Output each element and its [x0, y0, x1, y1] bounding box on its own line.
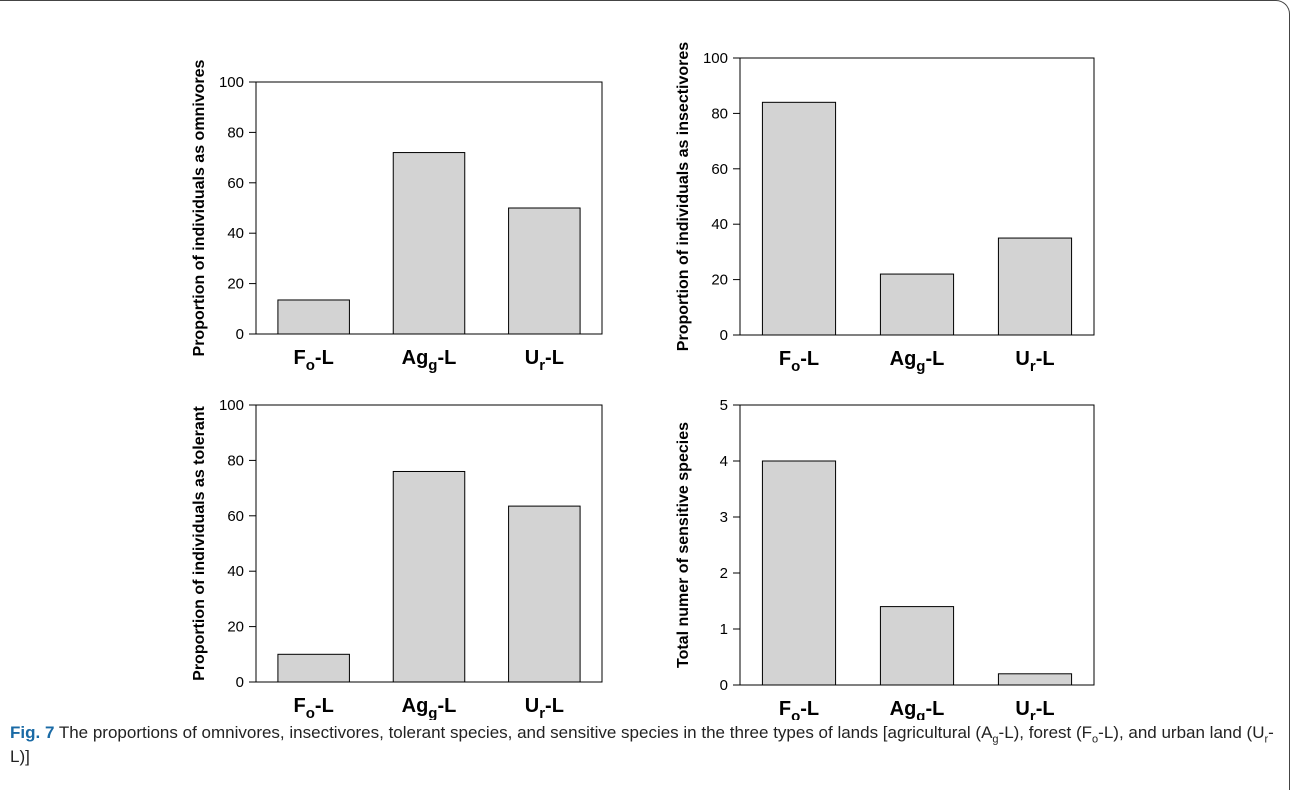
y-tick-label: 100: [703, 50, 728, 67]
y-tick-label: 2: [720, 565, 728, 582]
y-tick-label: 20: [227, 619, 244, 636]
bar-Ur-L: [997, 673, 1073, 686]
y-axis-label: Proportion of individuals as omnivores: [191, 59, 208, 356]
y-tick-label: 80: [711, 105, 728, 122]
bar-Agg-L: [879, 606, 955, 686]
y-tick-label: 60: [711, 161, 728, 178]
bar-Agg-L: [879, 273, 955, 336]
y-tick-label: 0: [720, 327, 728, 344]
bar-Ur-L: [508, 505, 581, 683]
y-tick-label: 100: [219, 74, 244, 91]
x-tick-label: Ur-L: [525, 695, 564, 720]
figure-caption: Fig. 7 The proportions of omnivores, ins…: [10, 721, 1280, 769]
y-axis-label: Proportion of individuals as tolerant: [191, 405, 208, 680]
bar-Fo-L: [277, 299, 350, 335]
y-tick-label: 40: [227, 563, 244, 580]
bar-Ur-L: [508, 207, 581, 335]
bar-Ur-L: [997, 237, 1073, 336]
y-tick-label: 4: [720, 453, 728, 470]
y-tick-label: 40: [227, 225, 244, 242]
bar-Fo-L: [761, 101, 837, 336]
x-tick-label: Ur-L: [1015, 348, 1054, 375]
caption-text: The proportions of omnivores, insectivor…: [54, 723, 993, 742]
caption-subscript: o: [1092, 733, 1099, 746]
x-tick-label: Agg-L: [402, 695, 457, 720]
y-tick-label: 60: [227, 175, 244, 192]
x-tick-label: Fo-L: [294, 695, 334, 720]
x-tick-label: Agg-L: [890, 348, 945, 375]
x-tick-label: Agg-L: [890, 698, 945, 720]
x-tick-label: Fo-L: [294, 347, 334, 374]
caption-text: -L), and urban land (U: [1098, 723, 1265, 742]
caption-subscript: g: [992, 733, 999, 746]
y-tick-label: 20: [227, 276, 244, 293]
y-tick-label: 3: [720, 509, 728, 526]
y-tick-label: 80: [227, 452, 244, 469]
bar-Fo-L: [761, 460, 837, 686]
x-tick-label: Ur-L: [1015, 698, 1054, 720]
y-tick-label: 100: [219, 397, 244, 414]
y-tick-label: 20: [711, 272, 728, 289]
y-axis-label: Proportion of individuals as insectivore…: [675, 42, 692, 352]
bar-Agg-L: [392, 152, 466, 335]
chart-panel-2: 0 20 40 60 80 100 Fo-L Agg-L Ur-L Proportion of i…: [675, 42, 1095, 375]
caption-text: -L)]: [10, 723, 1274, 766]
chart-panel-1: 0 20 40 60 80 100 Fo-L Agg-L Ur-L Proportion of i…: [191, 59, 603, 374]
y-tick-label: 5: [720, 397, 728, 414]
y-tick-label: 0: [720, 677, 728, 694]
caption-text: -L), forest (F: [998, 723, 1093, 742]
caption-subscript: r: [1264, 733, 1269, 746]
bar-Agg-L: [392, 470, 466, 683]
y-tick-label: 1: [720, 621, 728, 638]
bar-Fo-L: [277, 653, 350, 683]
x-tick-label: Ur-L: [525, 347, 564, 374]
chart-panel-4: 0 1 2 3 4 5 Fo-L Agg-L Ur-L Total numer of sensit…: [675, 397, 1095, 720]
x-tick-label: Fo-L: [779, 348, 819, 375]
y-tick-label: 40: [711, 216, 728, 233]
caption-label: Fig. 7: [10, 723, 55, 742]
x-tick-label: Fo-L: [779, 698, 819, 720]
y-tick-label: 0: [236, 326, 244, 343]
x-tick-label: Agg-L: [402, 347, 457, 374]
y-tick-label: 60: [227, 508, 244, 525]
y-tick-label: 80: [227, 124, 244, 141]
y-axis-label: Total numer of sensitive species: [675, 422, 692, 668]
chart-panel-3: 0 20 40 60 80 100 Fo-L Agg-L Ur-L Proportion of i…: [191, 397, 603, 720]
y-tick-label: 0: [236, 674, 244, 691]
